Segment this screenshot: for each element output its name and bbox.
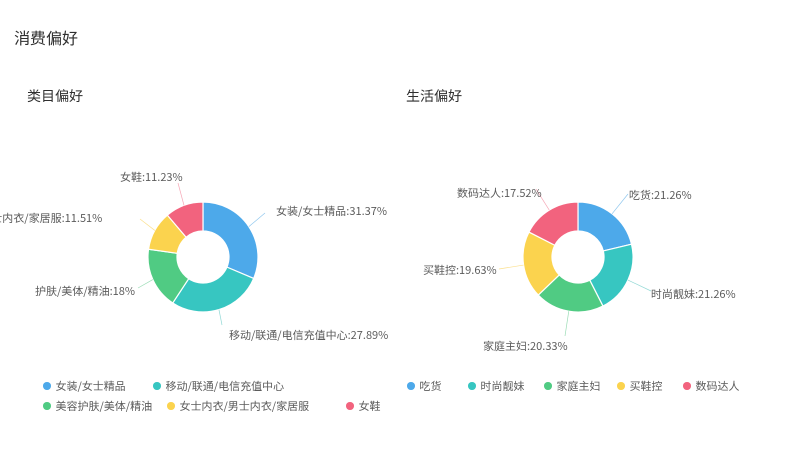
- svg-text:买鞋控:19.63%: 买鞋控:19.63%: [423, 262, 497, 278]
- svg-text:女士内衣/男士内衣/家居服:11.51%: 女士内衣/男士内衣/家居服:11.51%: [0, 210, 102, 226]
- svg-text:女鞋:11.23%: 女鞋:11.23%: [120, 169, 183, 185]
- svg-text:女装/女士精品:31.37%: 女装/女士精品:31.37%: [276, 203, 387, 219]
- svg-text:时尚靓妹:21.26%: 时尚靓妹:21.26%: [651, 286, 736, 302]
- svg-text:护肤/美体/精油:18%: 护肤/美体/精油:18%: [35, 283, 135, 299]
- svg-text:吃货:21.26%: 吃货:21.26%: [629, 187, 692, 203]
- svg-text:数码达人:17.52%: 数码达人:17.52%: [457, 185, 542, 201]
- svg-text:家庭主妇:20.33%: 家庭主妇:20.33%: [483, 338, 568, 354]
- svg-text:移动/联通/电信充值中心:27.89%: 移动/联通/电信充值中心:27.89%: [229, 327, 388, 343]
